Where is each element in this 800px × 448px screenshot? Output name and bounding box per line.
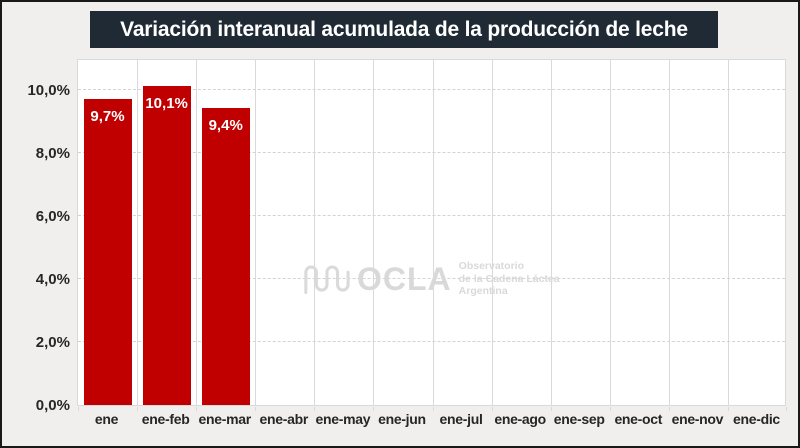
x-axis-tick-label: ene-mar [198, 411, 252, 427]
vertical-gridline [550, 60, 552, 405]
y-axis-tick-label: 8,0% [35, 144, 70, 162]
x-axis-tick-label: ene-abr [259, 411, 309, 427]
y-axis-tick-label: 6,0% [35, 207, 70, 225]
x-axis-tick-label: ene-jun [378, 411, 426, 427]
plot-area: 9,7% 10,1% 9,4% [77, 59, 787, 411]
x-axis-tick-label: ene-sep [553, 411, 605, 427]
x-axis-tick-label: ene-nov [671, 411, 724, 427]
horizontal-gridline [78, 277, 785, 279]
bar-value-label: 9,4% [208, 117, 243, 135]
x-axis-tick-label: ene-may [315, 411, 371, 427]
chart-title: Variación interanual acumulada de la pro… [120, 17, 688, 41]
x-axis-tick [727, 407, 729, 411]
vertical-gridline [432, 60, 434, 405]
y-axis-tick-label: 4,0% [35, 270, 70, 288]
bar-ene: 9,7% [83, 99, 132, 405]
x-axis-tick-label: ene-oct [614, 411, 663, 427]
horizontal-gridline [78, 88, 785, 90]
bar-ene-feb: 10,1% [142, 86, 191, 405]
vertical-gridline [196, 60, 198, 405]
x-axis-tick [668, 407, 670, 411]
vertical-gridline [314, 60, 316, 405]
x-axis-tick [255, 407, 257, 411]
y-axis-tick-label: 10,0% [27, 81, 70, 99]
x-axis-tick-label: ene-ago [494, 411, 546, 427]
vertical-gridline [668, 60, 670, 405]
y-axis-tick-label: 0,0% [35, 397, 70, 414]
bar-value-label: 10,1% [145, 95, 188, 113]
x-axis-tick-label: ene [94, 411, 119, 427]
vertical-gridline [491, 60, 493, 405]
x-axis-tick [314, 407, 316, 411]
x-axis-tick [491, 407, 493, 411]
x-axis-tick [432, 407, 434, 411]
vertical-gridline [137, 60, 139, 405]
x-axis-tick [137, 407, 139, 411]
bar-ene-mar: 9,4% [201, 108, 250, 405]
vertical-gridline [727, 60, 729, 405]
x-axis-tick [609, 407, 611, 411]
x-axis-tick-label: ene-feb [141, 411, 190, 427]
x-axis-tick-label: ene-dic [732, 411, 780, 427]
x-axis-tick [550, 407, 552, 411]
x-axis-tick [786, 407, 787, 411]
horizontal-gridline [78, 151, 785, 153]
x-axis-tick [196, 407, 198, 411]
chart-title-box: Variación interanual acumulada de la pro… [90, 11, 718, 48]
vertical-gridline [373, 60, 375, 405]
x-axis-tick [373, 407, 375, 411]
bar-value-label: 9,7% [90, 108, 125, 126]
horizontal-gridline [78, 340, 785, 342]
y-axis-tick-label: 2,0% [35, 333, 70, 351]
x-axis-tick [78, 407, 79, 411]
x-axis-tick-label: ene-jul [439, 411, 483, 427]
vertical-gridline [609, 60, 611, 405]
horizontal-gridline [78, 214, 785, 216]
vertical-gridline [255, 60, 257, 405]
